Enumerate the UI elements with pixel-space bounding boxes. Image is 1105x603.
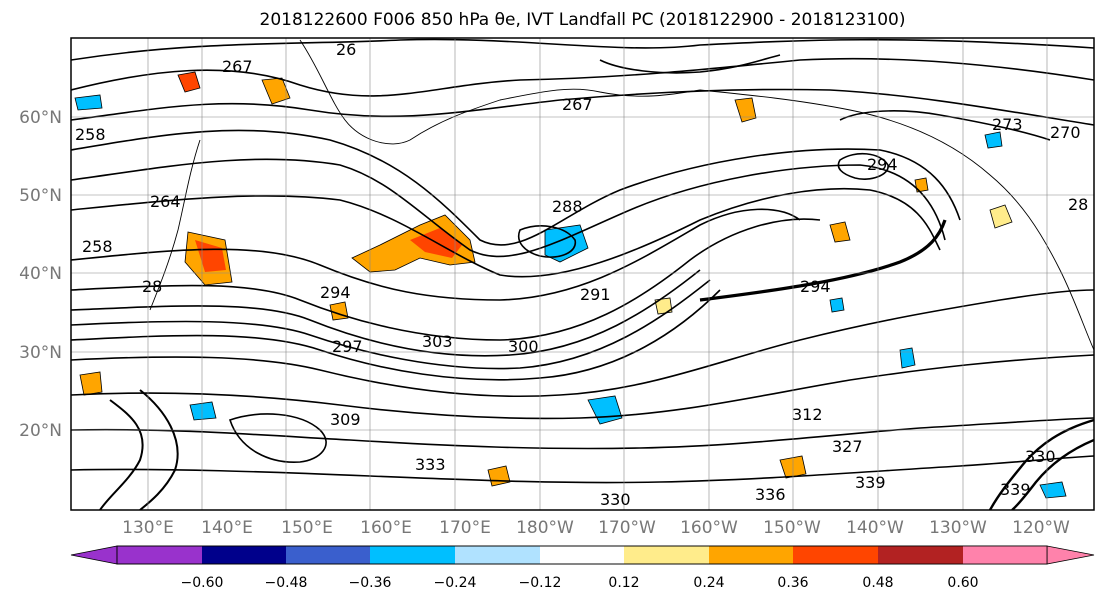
- shading-patches: [74, 71, 1067, 499]
- contour-label: 273: [992, 115, 1023, 134]
- colorbar-tick-label: 0.60: [947, 575, 978, 591]
- contour-label: 303: [422, 332, 453, 351]
- lon-label: 150°E: [281, 518, 333, 538]
- lon-label: 170°E: [439, 518, 491, 538]
- contour-label: 339: [855, 473, 886, 492]
- contour-label: 291: [580, 285, 611, 304]
- contour-label: 28: [142, 277, 162, 296]
- lon-label: 130°W: [929, 518, 987, 538]
- colorbar-tick-label: −0.24: [434, 575, 477, 591]
- colorbar-tick-label: 0.36: [777, 575, 808, 591]
- colorbar-tick-label: 0.48: [862, 575, 893, 591]
- colorbar-tick-label: −0.36: [349, 575, 392, 591]
- colorbar-segment: [286, 546, 370, 564]
- contour-label: 336: [755, 485, 786, 504]
- contour-label: 270: [1050, 123, 1081, 142]
- lon-label: 150°W: [763, 518, 821, 538]
- colorbar-segment: [202, 546, 286, 564]
- colorbar-tick-label: 0.24: [693, 575, 724, 591]
- colorbar-extend-right: [1046, 545, 1095, 565]
- contour-label: 264: [150, 192, 181, 211]
- colorbar-segment: [370, 546, 455, 564]
- lon-label: 170°W: [598, 518, 656, 538]
- lat-label: 40°N: [19, 264, 62, 284]
- colorbar: [70, 545, 1095, 565]
- contour-label: 297: [332, 337, 363, 356]
- contour-label: 330: [600, 490, 631, 509]
- contour-label: 339: [1000, 480, 1031, 499]
- colorbar-segment: [793, 546, 878, 564]
- contour-label: 288: [552, 197, 583, 216]
- colorbar-segment: [709, 546, 793, 564]
- colorbar-segment: [624, 546, 709, 564]
- lat-label: 30°N: [19, 343, 62, 363]
- lon-label: 120°W: [1012, 518, 1070, 538]
- colorbar-segment: [963, 546, 1047, 564]
- contour-label: 294: [320, 283, 351, 302]
- graticule: [71, 38, 1094, 510]
- colorbar-segment: [540, 546, 624, 564]
- lon-label: 130°E: [122, 518, 174, 538]
- lon-label: 140°W: [846, 518, 904, 538]
- map-frame: [70, 37, 1095, 511]
- lon-label: 160°E: [360, 518, 412, 538]
- colorbar-segment: [117, 546, 202, 564]
- contour-label: 294: [800, 277, 831, 296]
- lon-label: 160°W: [680, 518, 738, 538]
- lat-label: 50°N: [19, 186, 62, 206]
- contour-label: 327: [832, 437, 863, 456]
- colorbar-tick-label: −0.60: [181, 575, 224, 591]
- coastlines: [149, 39, 1094, 351]
- contour-label: 28: [1068, 195, 1088, 214]
- contour-label: 26: [336, 40, 356, 59]
- contour-label: 312: [792, 405, 823, 424]
- colorbar-segment: [455, 546, 540, 564]
- lat-label: 60°N: [19, 108, 62, 128]
- contour-label: 258: [75, 125, 106, 144]
- map-panel: [71, 38, 1094, 510]
- map-title: 2018122600 F006 850 hPa θe, IVT Landfall…: [259, 10, 906, 30]
- colorbar-extend-left: [70, 545, 118, 565]
- colorbar-tick-label: −0.12: [519, 575, 562, 591]
- colorbar-tick-label: −0.48: [265, 575, 308, 591]
- contour-label: 294: [867, 155, 898, 174]
- lat-label: 20°N: [19, 421, 62, 441]
- contour-label: 333: [415, 455, 446, 474]
- colorbar-tick-label: 0.12: [608, 575, 639, 591]
- lon-label: 180°W: [516, 518, 574, 538]
- contour-label: 267: [222, 57, 253, 76]
- contour-label: 267: [562, 95, 593, 114]
- contour-label: 300: [508, 337, 539, 356]
- contour-label: 258: [82, 237, 113, 256]
- contour-label: 330: [1025, 447, 1056, 466]
- contour-label: 309: [330, 410, 361, 429]
- colorbar-segment: [878, 546, 963, 564]
- lon-label: 140°E: [201, 518, 253, 538]
